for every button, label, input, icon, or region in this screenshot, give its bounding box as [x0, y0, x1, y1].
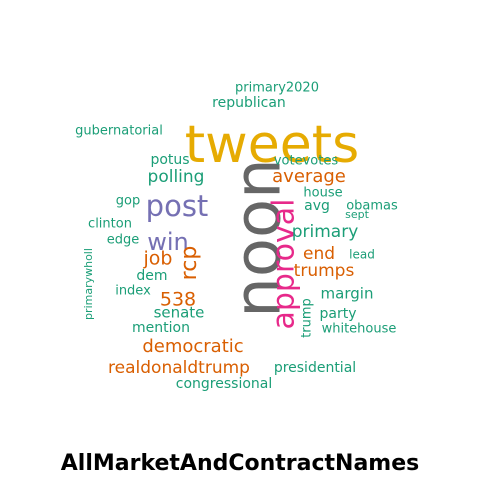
word-approval: approval — [267, 199, 302, 330]
word-primary: primary — [292, 222, 359, 242]
word-polling: polling — [148, 167, 205, 187]
word-trumps: trumps — [294, 261, 355, 281]
word-house: house — [303, 186, 342, 201]
word-avg: avg — [304, 198, 330, 214]
word-whitehouse: whitehouse — [322, 322, 397, 337]
word-primarywholl: primarywholl — [82, 248, 95, 320]
word-average: average — [272, 166, 346, 187]
word-index: index — [115, 284, 151, 299]
word-end: end — [303, 244, 335, 264]
word-cloud-caption: AllMarketAndContractNames — [60, 451, 420, 476]
word-potus: potus — [150, 152, 189, 168]
word-presidential: presidential — [274, 360, 356, 376]
word-gop: gop — [116, 194, 140, 209]
word-win: win — [147, 228, 189, 256]
word-obamas: obamas — [346, 199, 398, 214]
word-edge: edge — [107, 233, 140, 248]
word-realdonaldtrump: realdonaldtrump — [108, 358, 250, 378]
word-tweets: tweets — [185, 115, 359, 175]
word-democratic: democratic — [142, 336, 243, 357]
word-republican: republican — [212, 95, 286, 111]
word-rcp: rcp — [177, 246, 202, 281]
word-noon: noon — [222, 158, 296, 317]
word-votevotes: votevotes — [274, 154, 338, 169]
word-primary2020: primary2020 — [235, 81, 319, 96]
word-senate: senate — [154, 304, 205, 322]
word-congressional: congressional — [176, 376, 272, 392]
word-538: 538 — [160, 289, 196, 311]
word-trump: trump — [300, 298, 315, 338]
word-party: party — [320, 306, 357, 322]
word-job: job — [143, 248, 173, 270]
word-gubernatorial: gubernatorial — [75, 124, 163, 139]
word-mention: mention — [132, 320, 190, 336]
word-clinton: clinton — [88, 217, 132, 232]
word-sept: sept — [345, 208, 369, 221]
word-margin: margin — [321, 285, 374, 303]
word-dem: dem — [136, 268, 167, 284]
word-post: post — [146, 189, 209, 223]
word-lead: lead — [349, 248, 375, 262]
